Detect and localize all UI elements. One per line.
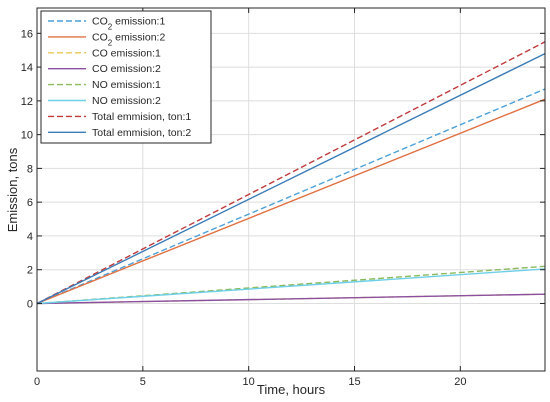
legend-entry: NO emission:2 — [92, 95, 161, 107]
series-lines — [36, 41, 546, 305]
y-tick-label: 0 — [27, 298, 33, 310]
y-tick-label: 10 — [21, 130, 33, 142]
series-line — [36, 52, 546, 305]
x-tick-label: 20 — [454, 376, 466, 388]
legend-entry: CO2 emission:2 — [92, 31, 165, 47]
y-tick-label: 2 — [27, 265, 33, 277]
y-axis-label: Emission, tons — [5, 147, 20, 232]
x-tick-label: 0 — [34, 376, 40, 388]
series-line — [36, 98, 546, 305]
y-tick-label: 14 — [21, 62, 33, 74]
x-tick-label: 10 — [243, 376, 255, 388]
legend-entry: NO emission:1 — [92, 79, 161, 91]
x-tick-label: 15 — [348, 376, 360, 388]
legend-entry: CO2 emission:1 — [92, 16, 165, 32]
x-axis-label: Time, hours — [257, 382, 326, 397]
y-tick-label: 8 — [27, 163, 33, 175]
series-line — [36, 88, 546, 305]
legend-entry: CO emission:1 — [92, 47, 161, 59]
y-tick-label: 12 — [21, 96, 33, 108]
y-tick-label: 4 — [27, 231, 33, 243]
y-tick-label: 16 — [21, 28, 33, 40]
grid — [36, 8, 545, 371]
legend-box — [40, 10, 212, 144]
series-line — [36, 41, 546, 305]
axis-ticks: 0 5 10 15 20 0 2 4 6 8 10 12 14 16 — [21, 8, 545, 388]
series-line — [36, 293, 546, 305]
legend-entry: Total emmision, ton:2 — [92, 127, 191, 139]
plot-frame — [36, 7, 546, 372]
series-line — [36, 268, 546, 305]
y-tick-label: 6 — [27, 197, 33, 209]
legend-entry: CO emission:2 — [92, 63, 161, 75]
legend-entry: Total emmision, ton:1 — [92, 111, 191, 123]
x-tick-label: 5 — [140, 376, 146, 388]
